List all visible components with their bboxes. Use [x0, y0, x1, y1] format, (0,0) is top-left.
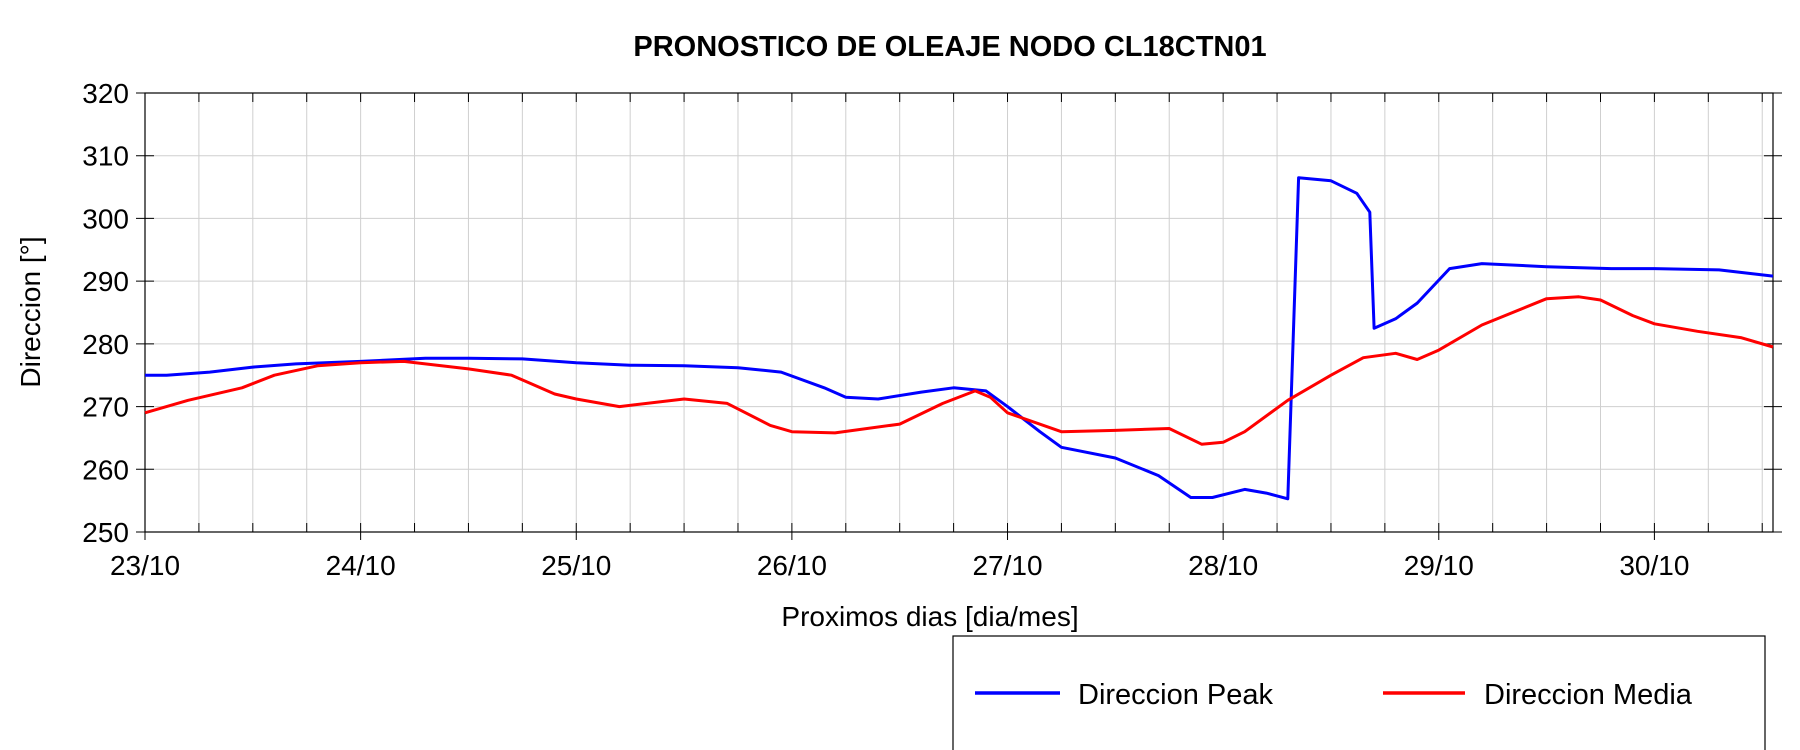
series-line-1 — [144, 295, 1774, 446]
plot-frame — [144, 92, 1774, 533]
y-tick-label: 290 — [82, 266, 129, 297]
grid — [145, 93, 1773, 532]
x-tick-label: 27/10 — [972, 550, 1042, 581]
y-tick-label: 270 — [82, 392, 129, 423]
y-tick-label: 300 — [82, 203, 129, 234]
legend-label-peak: Direccion Peak — [1078, 679, 1274, 711]
series-layer — [144, 176, 1774, 501]
x-tick-label: 23/10 — [110, 550, 180, 581]
legend-label-media: Direccion Media — [1484, 679, 1693, 711]
y-tick-label: 320 — [82, 78, 129, 109]
x-tick-label: 24/10 — [326, 550, 396, 581]
x-tick-label: 25/10 — [541, 550, 611, 581]
ticks: 250 260 270 280 290 300 310 320 23/10 24/10 25/10 2… — [82, 78, 1782, 581]
legend-box — [952, 635, 1766, 750]
y-tick-label: 250 — [82, 517, 129, 548]
legend: Direccion Peak Direccion Media — [952, 635, 1766, 750]
chart-title: PRONOSTICO DE OLEAJE NODO CL18CTN01 — [633, 31, 1266, 63]
x-tick-label: 29/10 — [1404, 550, 1474, 581]
x-tick-label: 26/10 — [757, 550, 827, 581]
x-axis-label: Proximos dias [dia/mes] — [781, 601, 1078, 632]
y-axis-label: Direccion [°] — [15, 236, 46, 387]
y-tick-label: 310 — [82, 141, 129, 172]
x-tick-label: 28/10 — [1188, 550, 1258, 581]
y-tick-label: 260 — [82, 454, 129, 485]
y-tick-label: 280 — [82, 329, 129, 360]
x-tick-label: 30/10 — [1619, 550, 1689, 581]
series-line-0 — [145, 176, 1774, 501]
